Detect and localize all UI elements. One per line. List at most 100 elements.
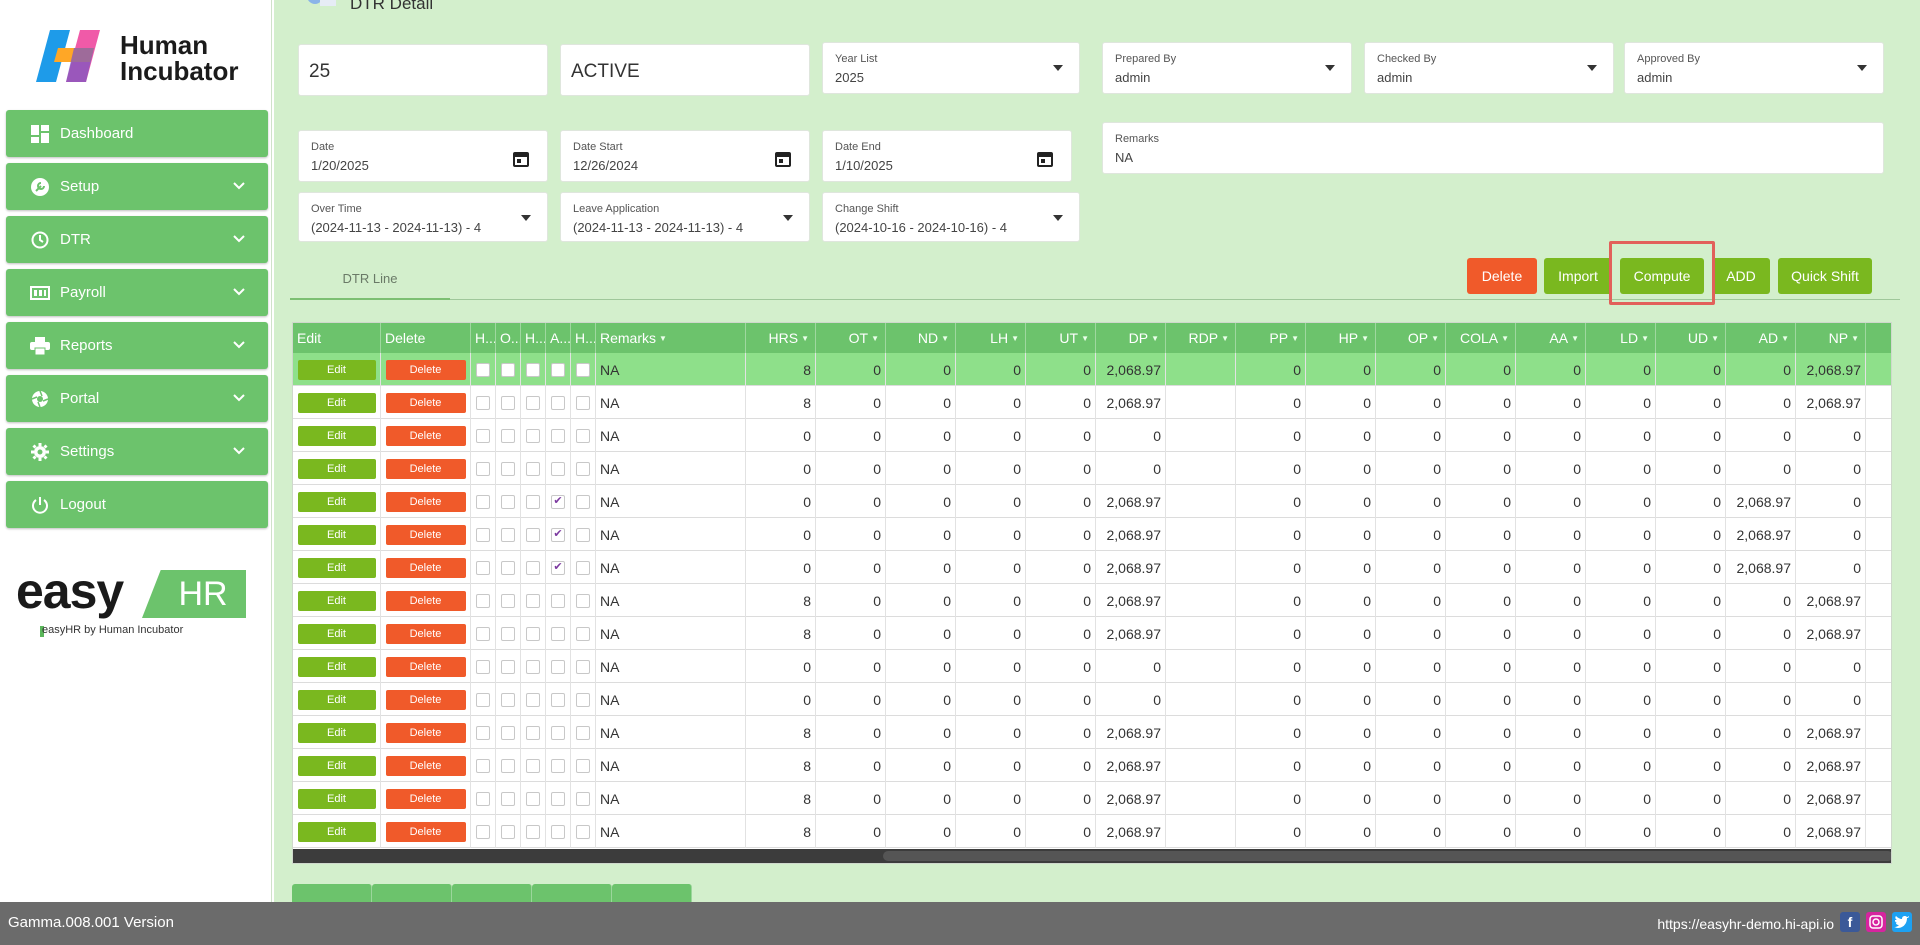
filter-icon[interactable]: ▼ [1571,333,1579,343]
table-row[interactable]: Edit Delete NA 8 0 0 0 0 2,068.97 0 0 0 0 0 0 0 0 2,068.9… [293,749,1891,782]
table-row[interactable]: Edit Delete NA 8 0 0 0 0 2,068.97 0 0 0 0 0 0 0 0 2,068.9… [293,782,1891,815]
filter-icon[interactable]: ▼ [1501,333,1509,343]
column-header[interactable]: UD ▼ [1656,323,1726,353]
row-checkbox[interactable] [476,560,490,575]
human-incubator-logo[interactable]: Human Incubator [36,28,246,88]
footer-url-link[interactable]: https://easyhr-demo.hi-api.io [1657,916,1834,932]
table-row[interactable]: Edit Delete ✔ NA 0 0 0 0 0 2,068.97 0 0 0 0 0 0 0 2,068.9… [293,551,1891,584]
date-start-field[interactable]: Date Start 12/26/2024 [560,130,810,182]
delete-row-button[interactable]: Delete [385,821,466,842]
row-checkbox[interactable] [476,494,490,509]
edit-row-button[interactable]: Edit [297,821,376,842]
edit-row-button[interactable]: Edit [297,788,376,809]
pager-button[interactable] [372,884,452,902]
row-checkbox[interactable] [576,362,590,377]
row-checkbox[interactable] [551,791,565,806]
column-header[interactable]: LD ▼ [1586,323,1656,353]
row-checkbox-checked[interactable]: ✔ [551,527,565,542]
row-checkbox[interactable] [501,758,515,773]
table-row[interactable]: Edit Delete NA 8 0 0 0 0 2,068.97 0 0 0 0 0 0 0 0 2,068.9… [293,584,1891,617]
table-row[interactable]: Edit Delete NA 8 0 0 0 0 2,068.97 0 0 0 0 0 0 0 0 2,068.9… [293,716,1891,749]
row-checkbox[interactable] [501,692,515,707]
leave-application-select[interactable]: Leave Application (2024-11-13 - 2024-11-… [560,192,810,242]
filter-icon[interactable]: ▼ [1361,333,1369,343]
sidebar-item-logout[interactable]: Logout [6,481,268,528]
change-shift-select[interactable]: Change Shift (2024-10-16 - 2024-10-16) -… [822,192,1080,242]
row-checkbox[interactable] [501,725,515,740]
delete-row-button[interactable]: Delete [385,623,466,644]
import-button[interactable]: Import [1544,258,1612,294]
quick-shift-button[interactable]: Quick Shift [1778,258,1872,294]
row-checkbox[interactable] [476,461,490,476]
filter-icon[interactable]: ▼ [1711,333,1719,343]
edit-row-button[interactable]: Edit [297,623,376,644]
row-checkbox[interactable] [526,758,540,773]
row-checkbox[interactable] [551,758,565,773]
edit-row-button[interactable]: Edit [297,755,376,776]
column-header[interactable]: ND ▼ [886,323,956,353]
row-checkbox[interactable] [576,725,590,740]
tab-dtr-line[interactable]: DTR Line [290,258,450,300]
delete-row-button[interactable]: Delete [385,458,466,479]
row-checkbox[interactable] [501,362,515,377]
row-checkbox[interactable] [501,527,515,542]
row-checkbox[interactable] [576,758,590,773]
row-checkbox[interactable] [551,362,565,377]
filter-icon[interactable]: ▼ [1011,333,1019,343]
date-field[interactable]: Date 1/20/2025 [298,130,548,182]
row-checkbox[interactable] [551,692,565,707]
delete-row-button[interactable]: Delete [385,689,466,710]
edit-row-button[interactable]: Edit [297,656,376,677]
delete-row-button[interactable]: Delete [385,557,466,578]
horizontal-scrollbar[interactable] [293,849,1891,863]
edit-row-button[interactable]: Edit [297,689,376,710]
row-checkbox[interactable] [551,824,565,839]
delete-row-button[interactable]: Delete [385,656,466,677]
filter-icon[interactable]: ▼ [1641,333,1649,343]
row-checkbox[interactable] [526,626,540,641]
column-header[interactable]: H... [571,323,596,353]
row-checkbox[interactable] [576,395,590,410]
over-time-select[interactable]: Over Time (2024-11-13 - 2024-11-13) - 4 [298,192,548,242]
row-checkbox[interactable] [551,725,565,740]
row-checkbox[interactable] [501,791,515,806]
row-checkbox[interactable] [476,824,490,839]
row-checkbox[interactable] [526,362,540,377]
row-checkbox[interactable] [526,395,540,410]
filter-icon[interactable]: ▼ [801,333,809,343]
row-checkbox[interactable] [476,593,490,608]
row-checkbox[interactable] [576,791,590,806]
twitter-icon[interactable] [1892,912,1912,932]
row-checkbox[interactable] [526,494,540,509]
column-header[interactable]: PP ▼ [1236,323,1306,353]
column-header[interactable]: OP ▼ [1376,323,1446,353]
filter-icon[interactable]: ▼ [941,333,949,343]
scrollbar-thumb[interactable] [883,851,1891,861]
row-checkbox[interactable] [476,362,490,377]
approved-by-select[interactable]: Approved By admin [1624,42,1884,94]
delete-row-button[interactable]: Delete [385,425,466,446]
delete-row-button[interactable]: Delete [385,722,466,743]
row-checkbox[interactable] [476,659,490,674]
id-field[interactable]: 25 [298,44,548,96]
edit-row-button[interactable]: Edit [297,557,376,578]
row-checkbox[interactable] [501,593,515,608]
row-checkbox[interactable] [501,560,515,575]
row-checkbox[interactable] [476,428,490,443]
row-checkbox[interactable] [551,593,565,608]
row-checkbox[interactable] [551,659,565,674]
column-header[interactable]: AA ▼ [1516,323,1586,353]
table-row[interactable]: Edit Delete NA 0 0 0 0 0 0 0 0 0 0 0 0 0 0 0 [293,452,1891,485]
sidebar-item-payroll[interactable]: Payroll [6,269,268,316]
row-checkbox[interactable] [576,494,590,509]
sidebar-item-reports[interactable]: Reports [6,322,268,369]
table-row[interactable]: Edit Delete NA 8 0 0 0 0 2,068.97 0 0 0 0 0 0 0 0 2,068.9… [293,617,1891,650]
row-checkbox[interactable] [476,527,490,542]
edit-row-button[interactable]: Edit [297,458,376,479]
filter-icon[interactable]: ▼ [1081,333,1089,343]
row-checkbox[interactable] [501,494,515,509]
add-button[interactable]: ADD [1712,258,1770,294]
row-checkbox[interactable] [476,758,490,773]
row-checkbox[interactable] [526,428,540,443]
column-header[interactable]: HP ▼ [1306,323,1376,353]
